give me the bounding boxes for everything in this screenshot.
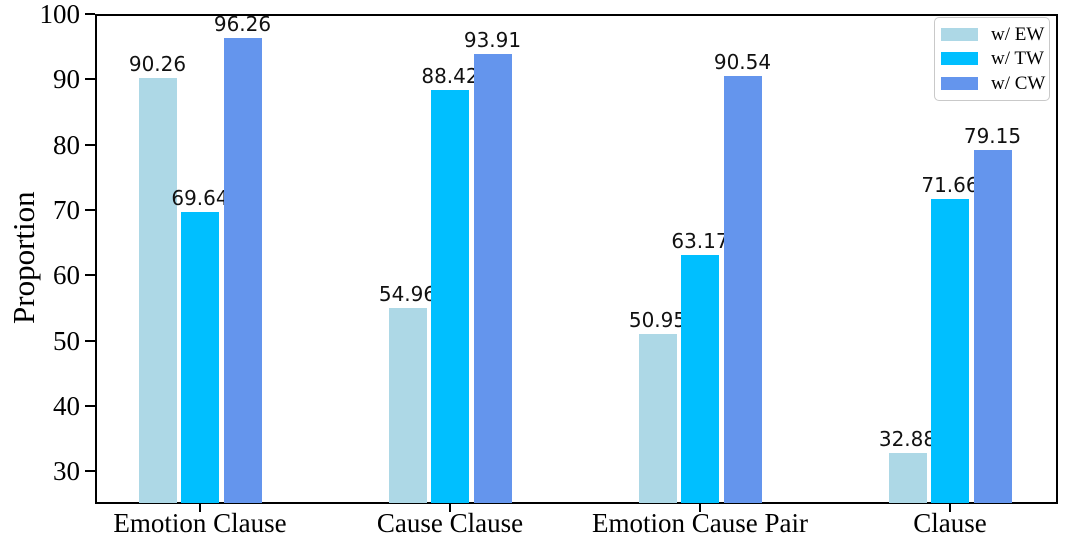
bar: [473, 53, 512, 503]
bar: [181, 212, 219, 503]
x-axis-tick: [449, 504, 451, 512]
legend-swatch: [941, 27, 978, 41]
y-tick-label: 60: [53, 260, 80, 291]
y-axis-tick: [85, 470, 95, 473]
legend-item: w/ CW: [941, 74, 1045, 93]
bar: [888, 452, 927, 503]
bar: [638, 334, 677, 503]
x-tick-label: Emotion Cause Pair: [592, 508, 808, 538]
y-tick-label: 40: [53, 391, 80, 421]
x-axis-tick: [199, 504, 201, 512]
legend-swatch: [941, 77, 978, 91]
bar-value-label: 90.26: [128, 51, 187, 76]
y-axis-tick: [85, 209, 95, 211]
bar: [138, 77, 177, 503]
bar: [431, 89, 469, 503]
y-axis-tick: [85, 78, 95, 81]
y-axis-tick: [85, 405, 95, 407]
legend-item: w/ EW: [941, 25, 1045, 44]
bar: [681, 254, 719, 503]
x-axis-tick: [949, 504, 951, 512]
bar-value-label: 90.54: [713, 49, 772, 74]
legend-label: w/ CW: [991, 73, 1046, 95]
x-tick-label: Emotion Clause: [113, 508, 287, 538]
bar: [973, 150, 1012, 503]
y-tick-label: 80: [53, 129, 80, 160]
legend-item: w/ TW: [941, 49, 1045, 68]
y-tick-label: 90: [53, 64, 80, 95]
legend-swatch: [941, 52, 978, 66]
y-tick-label: 100: [39, 0, 81, 29]
bar: [388, 308, 427, 503]
bar-value-label: 54.96: [378, 282, 437, 307]
legend-label: w/ TW: [991, 48, 1044, 70]
y-axis-tick: [85, 143, 95, 146]
y-axis-tick: [85, 13, 95, 15]
x-tick-label: Cause Clause: [376, 508, 524, 538]
bar-value-label: 32.88: [878, 426, 937, 451]
y-tick-label: 70: [53, 195, 80, 225]
bar-value-label: 88.42: [421, 63, 479, 88]
y-tick-label: 50: [53, 325, 80, 356]
bar-value-label: 63.17: [671, 228, 729, 253]
x-axis-tick: [699, 504, 701, 512]
bar: [931, 199, 969, 503]
bar: [723, 75, 762, 503]
bar-value-label: 96.26: [213, 12, 272, 37]
bar-value-label: 71.66: [921, 173, 979, 198]
y-tick-label: 30: [53, 456, 80, 487]
bar-value-label: 50.95: [628, 308, 687, 333]
x-tick-label: Clause: [913, 508, 987, 538]
bar-value-label: 79.15: [963, 124, 1022, 149]
bar: [223, 38, 262, 503]
bar-value-label: 93.91: [463, 27, 522, 52]
bar-value-label: 69.64: [171, 186, 229, 211]
legend: w/ EW w/ TW w/ CW: [934, 17, 1050, 101]
legend-label: w/ EW: [991, 23, 1045, 45]
y-axis-tick: [85, 339, 95, 342]
y-axis-tick: [85, 274, 95, 277]
